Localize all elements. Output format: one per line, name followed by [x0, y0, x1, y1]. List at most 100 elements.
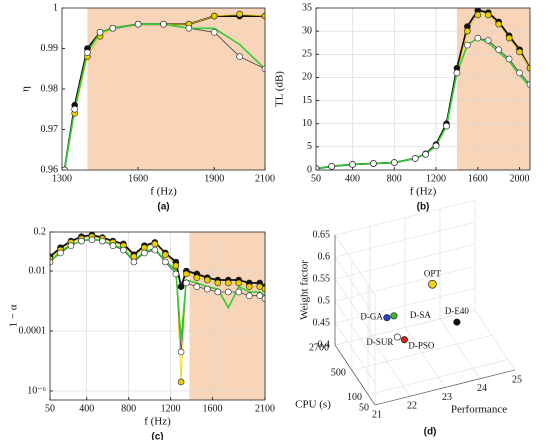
x-tick-label: 22: [407, 401, 417, 412]
marker: [214, 288, 222, 296]
data-point: [390, 312, 398, 320]
point-label: D-SA: [410, 310, 432, 320]
marker: [204, 276, 211, 284]
shaded-region: [189, 232, 265, 400]
x-tick-label: 25: [512, 374, 522, 385]
axis-edge: [374, 369, 516, 406]
y-tick-label: 100: [347, 392, 362, 403]
marker: [474, 34, 482, 42]
marker: [484, 11, 492, 19]
data-point: [393, 333, 401, 341]
marker: [516, 48, 523, 56]
point-label: D-PSO: [408, 341, 435, 351]
point-label: D-SUR: [366, 337, 393, 347]
axes-frame: [49, 231, 266, 401]
marker: [484, 37, 492, 44]
marker: [50, 258, 54, 266]
marker: [204, 285, 211, 293]
x-tick-label: 400: [79, 403, 94, 414]
data-point: [428, 279, 437, 289]
marker: [245, 292, 253, 300]
marker: [261, 295, 265, 302]
marker: [411, 155, 419, 162]
marker: [177, 378, 185, 386]
marker: [151, 246, 159, 254]
marker: [78, 237, 85, 245]
marker: [224, 288, 232, 296]
z-tick-label: 0.5: [318, 295, 331, 306]
marker: [177, 283, 185, 290]
marker: [516, 69, 523, 77]
plot-area: [50, 232, 265, 386]
x-axis-label: Performance: [451, 404, 507, 416]
marker: [183, 270, 190, 278]
marker: [505, 55, 513, 63]
y-tick-label: 500: [331, 368, 346, 379]
x-tick-label: 800: [387, 173, 402, 184]
marker: [172, 270, 180, 278]
marker: [162, 258, 169, 266]
shaded-region: [456, 8, 530, 170]
y-tick-label: 25: [302, 49, 312, 60]
marker: [256, 292, 264, 300]
axis-edge: [334, 344, 376, 406]
y-tick-label: 10: [302, 118, 312, 129]
marker: [464, 27, 471, 35]
grid-line: [474, 309, 516, 371]
panel-caption: (a): [157, 202, 169, 213]
marker: [151, 240, 159, 248]
y-tick-label: 15: [302, 95, 312, 106]
y-tick-label: 0.97: [41, 124, 59, 135]
y-tick-label: 5: [307, 141, 312, 152]
y-tick-label: 0.01: [29, 265, 47, 276]
x-axis-label: f (Hz): [144, 416, 171, 428]
panel-caption: (d): [424, 427, 437, 438]
panel-caption: (b): [417, 202, 430, 213]
grid-line: [334, 256, 376, 318]
y-tick-label: 0.0001: [19, 325, 47, 336]
x-tick-label: 2100: [255, 173, 275, 184]
x-tick-label: 50: [311, 173, 321, 184]
marker: [370, 160, 377, 167]
z-tick-label: 0.55: [313, 273, 331, 284]
marker: [328, 162, 335, 170]
y-axis-label: TL (dB): [274, 71, 286, 107]
point-label: D-E40: [445, 306, 469, 316]
x-tick-label: 21: [372, 409, 382, 420]
marker: [172, 262, 180, 270]
marker: [193, 283, 201, 290]
marker: [84, 49, 91, 56]
x-tick-label: 1600: [128, 173, 148, 184]
marker: [67, 242, 75, 249]
y-tick-label: 35: [302, 2, 312, 13]
y-tick-label: 10⁻⁶: [27, 385, 46, 396]
x-axis-label: f (Hz): [150, 186, 177, 198]
marker: [99, 237, 106, 245]
marker: [71, 105, 78, 113]
marker: [464, 41, 471, 49]
marker: [261, 12, 265, 20]
data-point: [400, 336, 408, 344]
marker: [349, 161, 356, 168]
data-point: [453, 318, 461, 326]
marker: [526, 81, 530, 88]
marker: [162, 251, 169, 259]
marker: [193, 274, 201, 281]
marker: [130, 258, 138, 266]
marker: [526, 64, 530, 72]
marker: [224, 279, 232, 287]
marker: [261, 285, 265, 293]
marker: [495, 20, 502, 28]
x-tick-label: 1200: [161, 403, 181, 414]
y-tick-label: 0.96: [41, 164, 59, 175]
marker: [88, 236, 96, 244]
marker: [505, 34, 513, 42]
marker: [96, 28, 104, 36]
grid-line: [367, 359, 509, 395]
y-tick-label: 2700: [309, 342, 329, 353]
y-tick-label: 0.2: [34, 226, 47, 237]
marker: [109, 242, 117, 249]
axes-frame: [61, 7, 266, 171]
y-tick-label: 0: [307, 164, 312, 175]
